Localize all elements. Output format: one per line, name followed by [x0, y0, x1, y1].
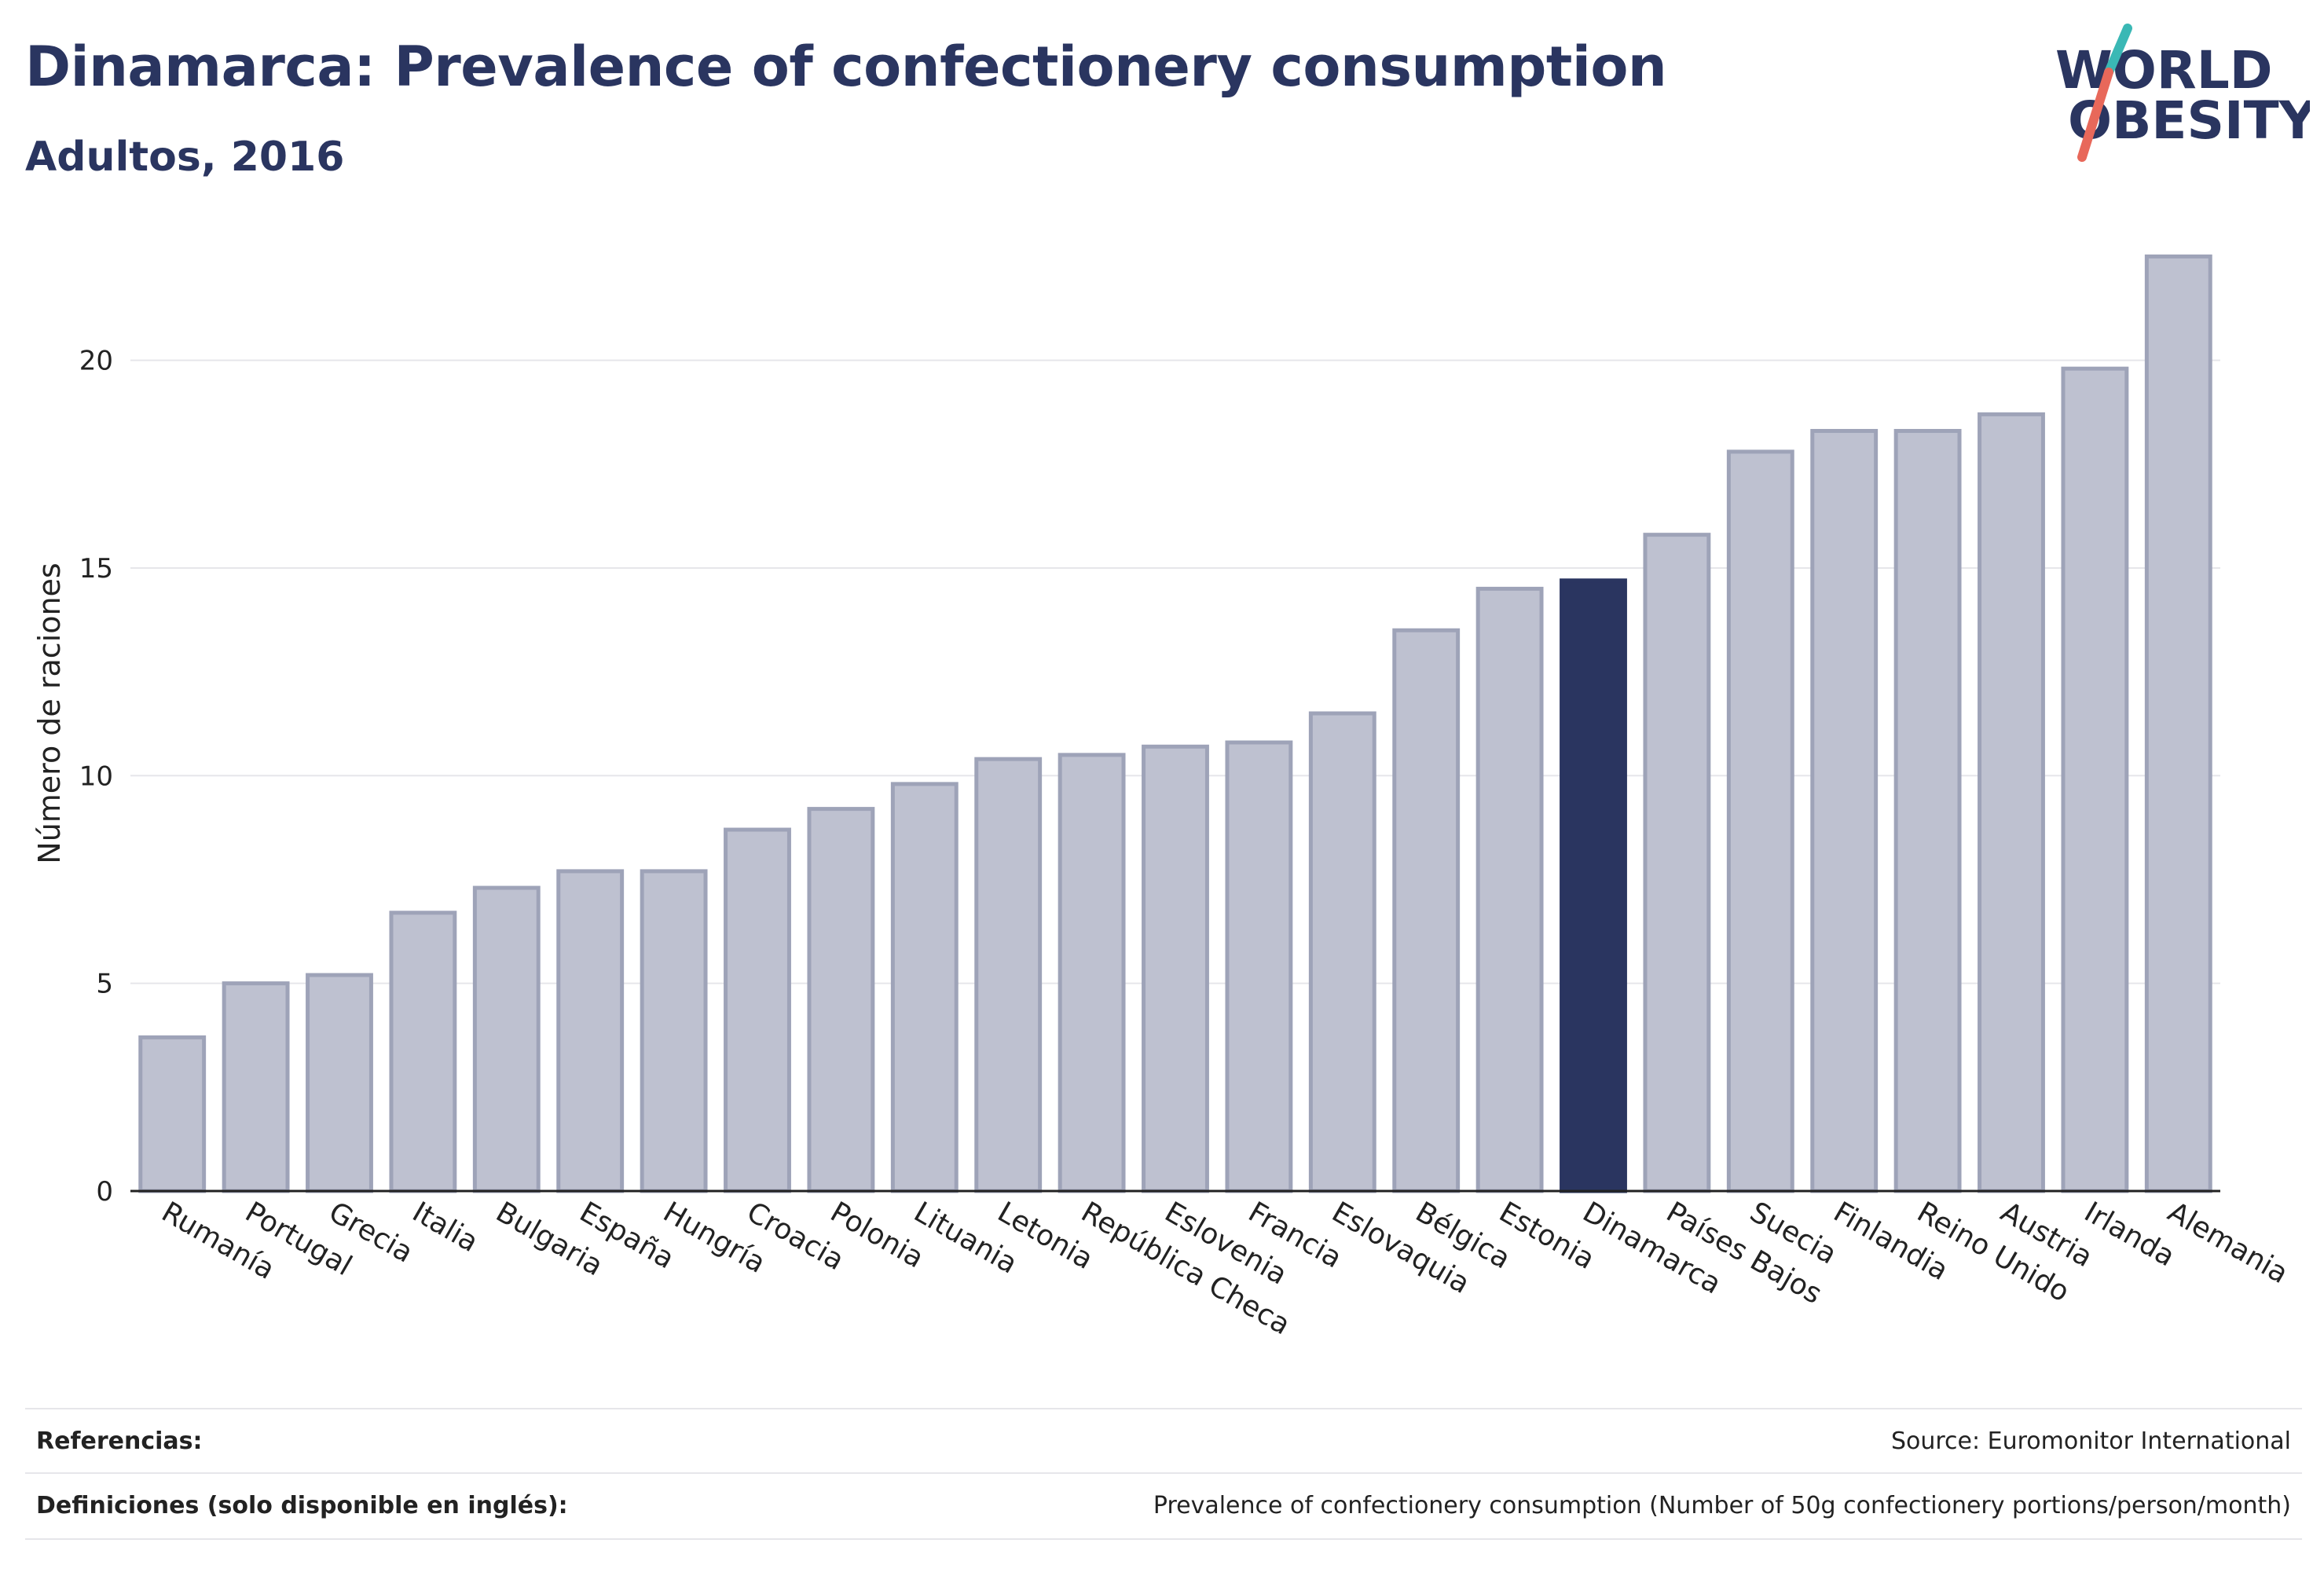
bar — [138, 1035, 207, 1193]
page-subtitle: Adultos, 2016 — [25, 134, 345, 181]
x-tick-label: Alemania — [2162, 1196, 2293, 1290]
y-tick-label: 20 — [79, 346, 113, 377]
bar — [306, 973, 373, 1193]
bar — [974, 757, 1043, 1193]
definitions-row: Definiciones (solo disponible en inglés)… — [25, 1472, 2302, 1537]
bar — [389, 911, 457, 1193]
footer-bottom-rule — [25, 1538, 2302, 1540]
bar — [1392, 628, 1461, 1193]
x-tick-label: Irlanda — [2079, 1196, 2180, 1273]
world-obesity-logo: WORLD OBESITY — [2055, 24, 2310, 162]
bar — [724, 827, 791, 1193]
logo-slash-top — [2104, 24, 2132, 77]
y-tick-label: 15 — [79, 553, 113, 585]
bar — [890, 782, 959, 1193]
definitions-label: Definiciones (solo disponible en inglés)… — [36, 1491, 568, 1519]
references-row: Referencias: Source: Euromonitor Interna… — [25, 1408, 2302, 1472]
bar — [1893, 428, 1962, 1193]
bar — [1978, 412, 2045, 1193]
references-value: Source: Euromonitor International — [1890, 1427, 2291, 1455]
bar — [1308, 711, 1376, 1193]
bar — [1058, 753, 1126, 1193]
logo-line1: WORLD — [2055, 40, 2273, 101]
page-title: Dinamarca: Prevalence of confectionery c… — [25, 35, 1667, 99]
x-tick-label: Italia — [407, 1196, 483, 1259]
logo-slash-bottom — [2077, 68, 2113, 162]
y-tick-label: 10 — [79, 761, 113, 792]
bar — [556, 869, 625, 1193]
references-label: Referencias: — [36, 1427, 203, 1455]
y-tick-label: 5 — [96, 969, 113, 1000]
bar — [1810, 428, 1879, 1193]
bar — [1225, 740, 1293, 1193]
bar — [2061, 366, 2129, 1193]
bar — [1475, 586, 1544, 1193]
bar — [640, 869, 708, 1193]
bar — [1643, 533, 1711, 1193]
bar — [2144, 254, 2212, 1193]
bar — [1726, 449, 1794, 1193]
bar-highlight — [1560, 578, 1627, 1193]
definitions-value: Prevalence of confectionery consumption … — [1153, 1491, 2291, 1519]
bar — [472, 885, 541, 1193]
bar — [222, 981, 290, 1193]
x-tick-label: Estonia — [1494, 1196, 1600, 1276]
y-axis-label: Número de raciones — [32, 563, 67, 863]
bar — [1142, 744, 1209, 1193]
logo-line2: OBESITY — [2068, 90, 2310, 151]
y-tick-label: 0 — [96, 1176, 113, 1208]
bar — [807, 807, 875, 1193]
